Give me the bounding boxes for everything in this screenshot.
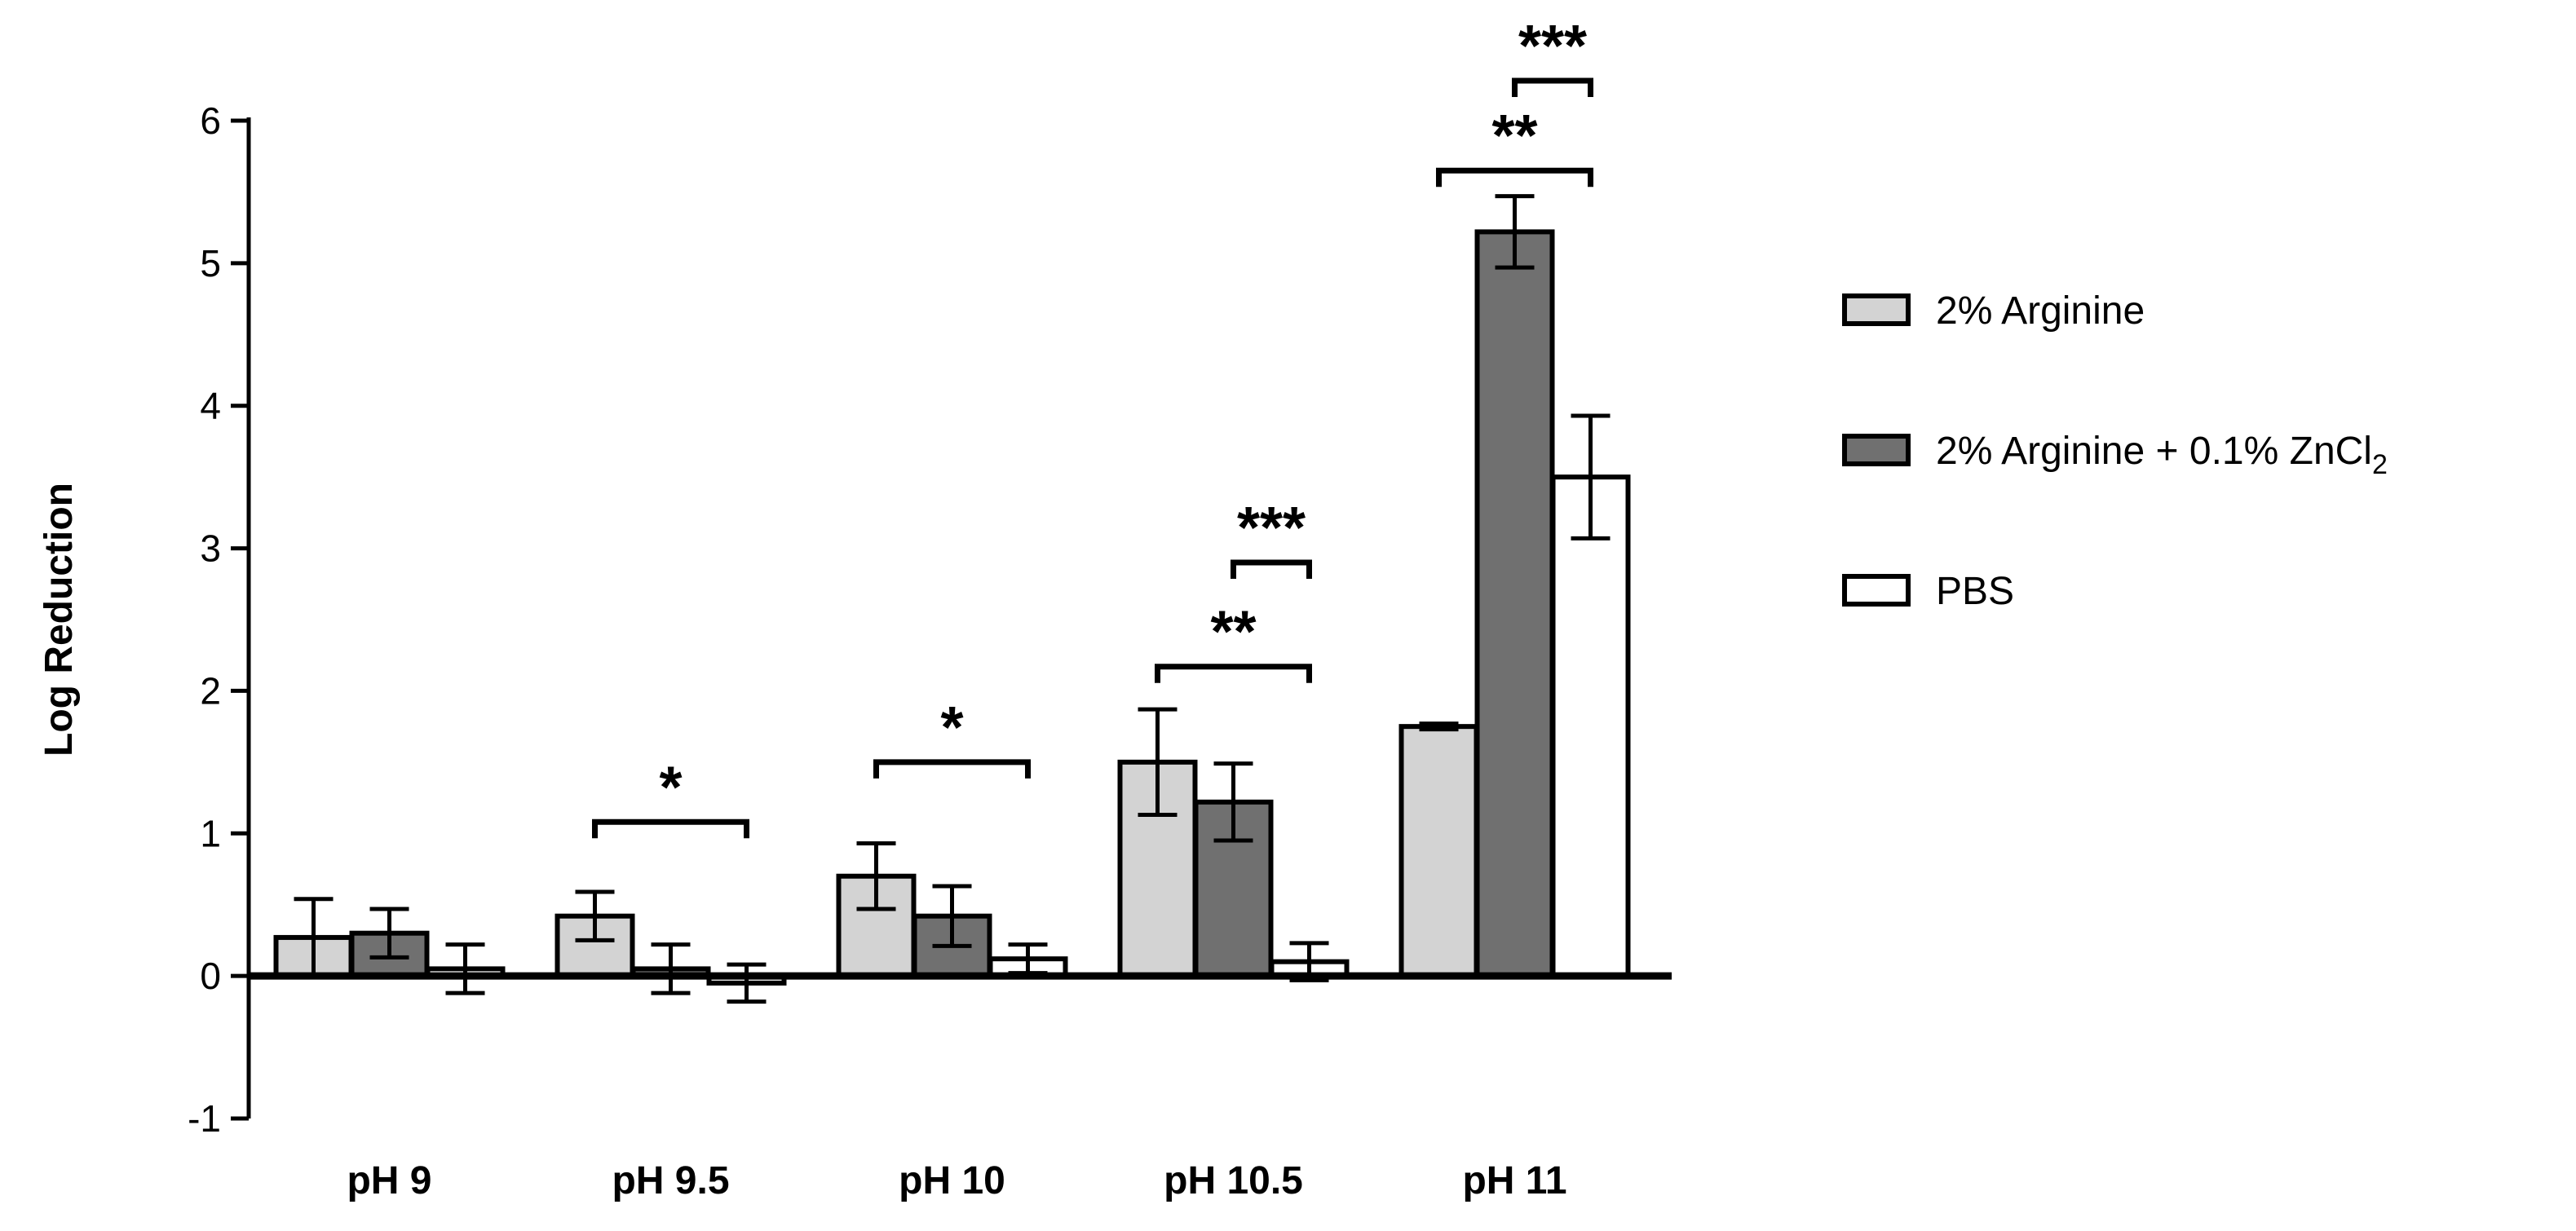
- x-tick-label: pH 9: [347, 1159, 431, 1202]
- bar: [1398, 724, 1479, 979]
- significance-bracket: **: [1155, 600, 1312, 683]
- error-bar: [727, 962, 767, 1004]
- significance-brackets: ************: [592, 14, 1593, 839]
- significance-bracket: ***: [1231, 496, 1312, 580]
- significance-bracket: *: [873, 695, 1031, 779]
- y-tick-label: 1: [200, 812, 221, 854]
- x-axis-labels: pH 9 pH 9.5 pH 10 pH 10.5 pH 11: [347, 1159, 1566, 1202]
- legend-item: 2% Arginine: [1842, 289, 2145, 333]
- significance-label: *: [940, 695, 963, 761]
- significance-label: **: [1210, 600, 1256, 665]
- error-bar: [1138, 707, 1178, 818]
- x-tick-label: pH 11: [1462, 1159, 1566, 1202]
- legend-label: PBS: [1936, 570, 2014, 613]
- error-bar: [932, 884, 972, 948]
- significance-bracket: *: [592, 755, 749, 839]
- x-tick-label: pH 10.5: [1164, 1159, 1303, 1202]
- significance-label: **: [1491, 104, 1537, 169]
- error-bar: [651, 942, 691, 995]
- significance-label: *: [659, 755, 682, 820]
- legend-label: 2% Arginine: [1936, 289, 2145, 333]
- legend-swatch: [1842, 434, 1911, 466]
- error-bar: [1289, 941, 1329, 982]
- error-bar: [1008, 942, 1048, 976]
- error-bar: [445, 942, 485, 995]
- y-axis: -1 0 1 2 3 4 5 6: [188, 99, 251, 1140]
- significance-bracket: ***: [1512, 14, 1593, 98]
- significance-label: ***: [1237, 496, 1306, 561]
- bar: [1550, 474, 1631, 979]
- legend: 2% Arginine 2% Arginine + 0.1% ZnCl2 PBS: [1842, 289, 2388, 613]
- error-bar: [1213, 761, 1253, 843]
- y-tick-label: 3: [200, 527, 221, 570]
- significance-bracket: **: [1436, 104, 1593, 188]
- error-bar: [294, 897, 334, 978]
- error-bar: [1419, 721, 1459, 732]
- error-bar: [369, 907, 409, 960]
- y-tick-label: 0: [200, 955, 221, 997]
- error-bars: [294, 194, 1611, 1004]
- error-bar: [856, 841, 896, 911]
- bar: [1474, 229, 1555, 979]
- legend-item: 2% Arginine + 0.1% ZnCl2: [1842, 430, 2388, 480]
- error-bar: [1495, 194, 1535, 270]
- legend-swatch: [1842, 574, 1911, 607]
- y-tick-label: 4: [200, 385, 221, 427]
- error-bar: [1571, 413, 1611, 540]
- y-tick-label: 2: [200, 669, 221, 712]
- legend-swatch: [1842, 293, 1911, 326]
- error-bar: [575, 889, 615, 942]
- significance-label: ***: [1518, 14, 1587, 79]
- y-axis-title: Log Reduction: [38, 483, 81, 757]
- x-tick-label: pH 9.5: [612, 1159, 729, 1202]
- legend-label: 2% Arginine + 0.1% ZnCl2: [1936, 430, 2388, 480]
- x-tick-label: pH 10: [899, 1159, 1005, 1202]
- y-tick-label: 6: [200, 99, 221, 142]
- y-tick-label: 5: [200, 242, 221, 285]
- legend-item: PBS: [1842, 570, 2014, 613]
- y-tick-label: -1: [188, 1097, 221, 1140]
- bars: [249, 229, 1672, 986]
